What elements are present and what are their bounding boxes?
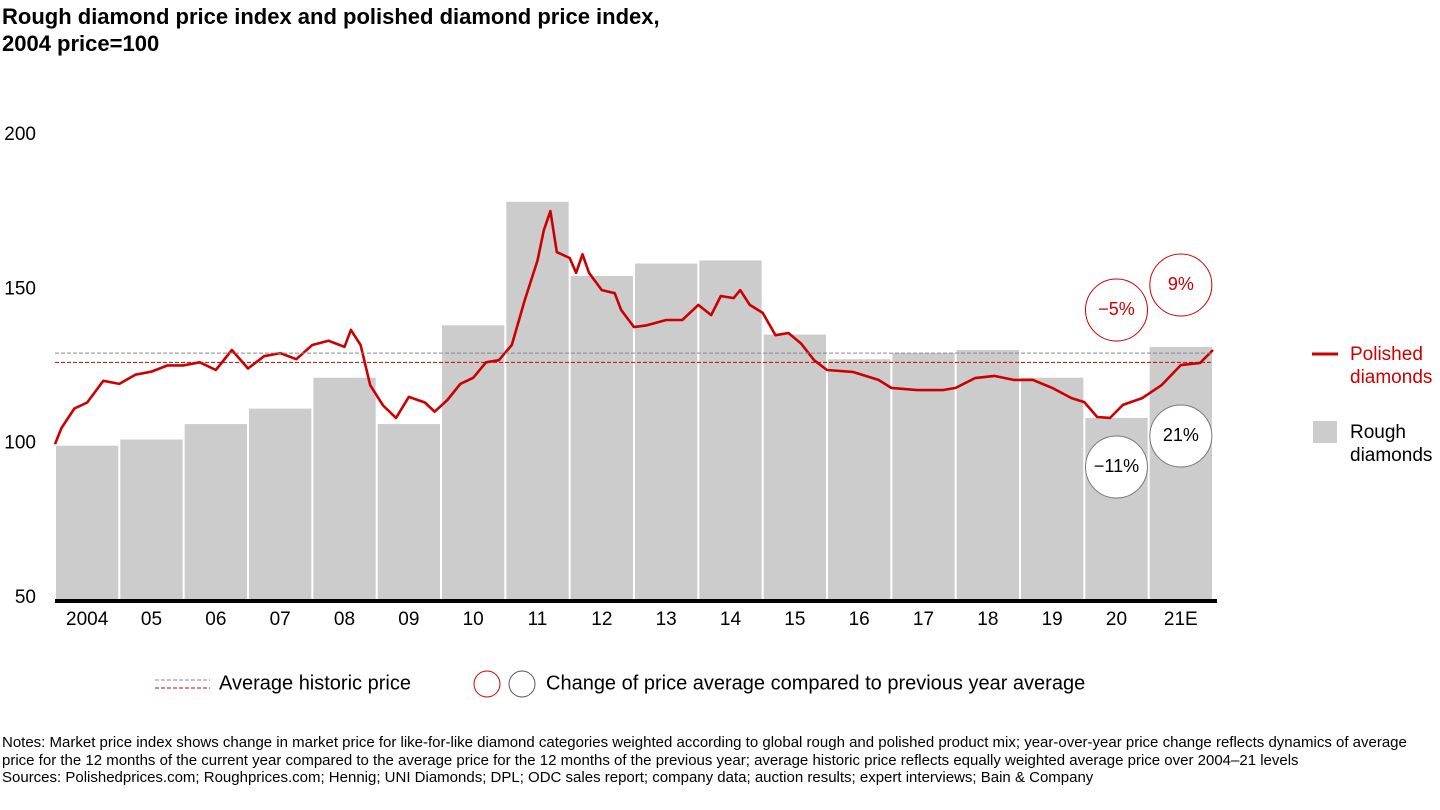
bar (377, 424, 440, 600)
x-tick-label: 14 (720, 609, 742, 630)
bar (184, 424, 247, 600)
x-tick-label: 13 (656, 609, 677, 630)
bar (313, 377, 376, 600)
bar (120, 439, 183, 600)
x-tick-label: 18 (977, 609, 998, 630)
x-tick-label: 06 (205, 609, 226, 630)
x-tick-label: 19 (1042, 609, 1063, 630)
x-tick-label: 2004 (66, 609, 109, 630)
bar (956, 349, 1019, 600)
change-circle (1085, 435, 1148, 499)
bar (249, 408, 312, 600)
x-tick-label: 08 (334, 609, 355, 630)
bar (56, 445, 119, 600)
chart-title: Rough diamond price index and polished d… (2, 4, 660, 29)
bar (892, 353, 955, 600)
bar (763, 334, 826, 600)
legend-circle (473, 670, 501, 698)
legend-label: Polished diamonds (1350, 344, 1433, 388)
x-tick-label: 15 (784, 609, 805, 630)
sources-text: Sources: Polishedprices.com; Roughprices… (2, 769, 1094, 786)
x-tick-label: 05 (141, 609, 162, 630)
x-tick-label: 12 (591, 609, 612, 630)
x-tick-label: 17 (913, 609, 934, 630)
y-tick-label: 150 (4, 278, 36, 299)
notes-text: Notes: Market price index shows change i… (2, 734, 1407, 769)
x-tick-label: 10 (463, 609, 484, 630)
change-label: −5% (1098, 299, 1135, 319)
change-circle (1085, 278, 1148, 342)
bar (828, 359, 891, 600)
y-tick-label: 50 (15, 587, 36, 608)
x-tick-label: 11 (528, 609, 548, 630)
change-label: 9% (1168, 274, 1194, 294)
y-tick-label: 100 (4, 433, 36, 454)
bar (1021, 377, 1084, 600)
bar (442, 325, 505, 600)
legend-label: Average historic price (219, 672, 411, 694)
legend-label: Rough diamonds (1350, 422, 1433, 466)
polished-line (53, 209, 1214, 445)
x-tick-label: 21E (1164, 609, 1198, 630)
x-tick-label: 09 (398, 609, 419, 630)
change-circle (1149, 404, 1213, 468)
change-label: 21% (1163, 425, 1199, 445)
x-tick-label: 07 (270, 609, 291, 630)
legend-swatch (1313, 421, 1337, 443)
bar (570, 275, 633, 600)
notes: Notes: Market price index shows change i… (2, 734, 1438, 787)
chart-title: 2004 price=100 (2, 31, 159, 56)
bar (506, 201, 569, 600)
x-tick-label: 20 (1106, 609, 1127, 630)
legend-label: Change of price average compared to prev… (546, 672, 1085, 694)
bar (699, 260, 762, 600)
bar (1149, 346, 1212, 600)
legend-circle (508, 670, 536, 698)
x-tick-label: 16 (849, 609, 870, 630)
y-tick-label: 200 (4, 124, 36, 145)
change-circle (1149, 253, 1213, 317)
change-label: −11% (1094, 456, 1139, 476)
